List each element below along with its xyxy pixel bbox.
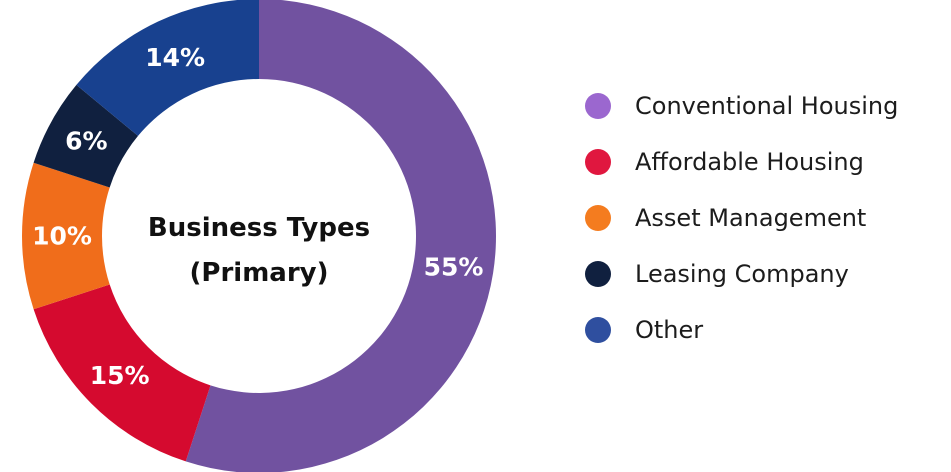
slice-asset-management <box>22 162 110 310</box>
chart-title-line-1: Business Types <box>148 213 370 243</box>
slice-label-asset-management: 10% <box>32 222 92 251</box>
legend-swatch-asset-management <box>585 205 611 231</box>
legend-label-leasing-company: Leasing Company <box>635 260 849 288</box>
legend-swatch-leasing-company <box>585 261 611 287</box>
legend-label-asset-management: Asset Management <box>635 204 866 232</box>
slice-label-affordable-housing: 15% <box>90 361 150 390</box>
donut-slices <box>22 0 496 472</box>
legend-swatch-other <box>585 317 611 343</box>
slice-label-other: 14% <box>145 43 205 72</box>
legend-swatch-conventional-housing <box>585 93 611 119</box>
slice-other <box>76 0 259 136</box>
legend: Conventional Housing Affordable Housing As… <box>585 92 898 344</box>
slice-label-leasing-company: 6% <box>65 127 107 156</box>
legend-swatch-affordable-housing <box>585 149 611 175</box>
slice-leasing-company <box>33 84 139 188</box>
slice-affordable-housing <box>33 284 211 462</box>
legend-label-conventional-housing: Conventional Housing <box>635 92 898 120</box>
legend-label-affordable-housing: Affordable Housing <box>635 148 864 176</box>
legend-label-other: Other <box>635 316 703 344</box>
slice-conventional-housing <box>185 0 496 472</box>
slice-labels: 55% 15% 10% 6% 14% <box>32 43 483 390</box>
chart-title-line-2: (Primary) <box>190 258 329 288</box>
slice-label-conventional-housing: 55% <box>424 252 484 281</box>
